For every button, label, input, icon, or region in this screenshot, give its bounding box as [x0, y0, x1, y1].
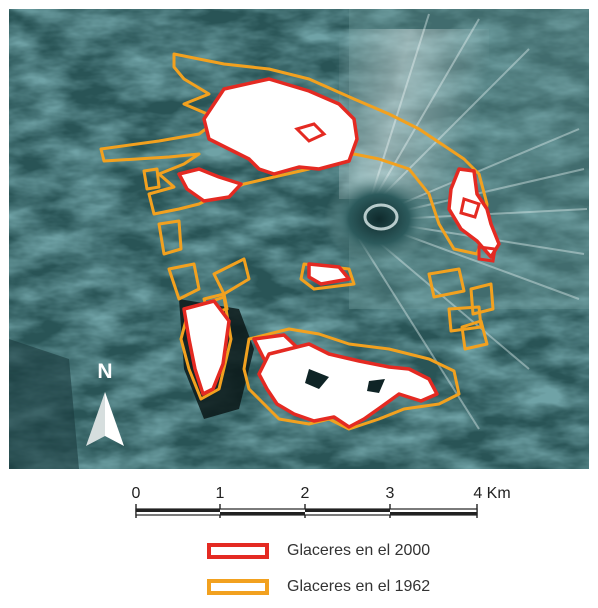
- scale-bar-graphic: [135, 504, 478, 518]
- legend-label: Glaceres en el 1962: [287, 578, 431, 595]
- north-arrow: N: [82, 360, 128, 452]
- shadow-area-sw: [9, 339, 79, 469]
- rock-outcrops: [305, 369, 385, 393]
- legend-swatch-orange: [207, 579, 269, 595]
- scale-tick-label: 4 Km: [473, 485, 511, 502]
- scale-bar: 0 1 2 3 4 Km: [120, 482, 520, 522]
- satellite-map: N: [9, 9, 589, 469]
- map-image: [9, 9, 589, 469]
- scale-tick-label: 2: [300, 485, 310, 502]
- glacier-2000-outlines: [177, 77, 501, 429]
- glacier-1962-outlines: [99, 52, 495, 431]
- crater: [324, 174, 434, 264]
- legend-label: Glaceres en el 2000: [287, 542, 431, 559]
- legend-swatch-red: [207, 543, 269, 559]
- legend: Glaceres en el 2000 Glaceres en el 1962: [207, 540, 507, 606]
- north-arrow-icon: [86, 392, 124, 446]
- legend-item-2000: Glaceres en el 2000: [207, 540, 507, 566]
- crater-rim: [363, 203, 399, 231]
- scale-tick-label: 0: [131, 485, 141, 502]
- scale-tick-label: 1: [215, 485, 225, 502]
- legend-item-1962: Glaceres en el 1962: [207, 576, 507, 602]
- glacier-2000-holes: [294, 122, 497, 263]
- north-label: N: [97, 360, 113, 383]
- scale-tick-label: 3: [385, 485, 395, 502]
